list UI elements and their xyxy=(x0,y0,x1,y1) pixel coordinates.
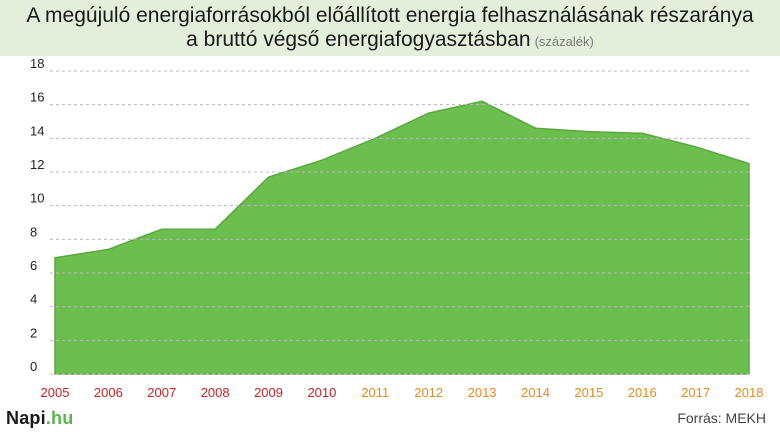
data-point-2013 xyxy=(481,100,483,102)
y-tick-label: 6 xyxy=(30,258,37,273)
data-point-2006 xyxy=(107,248,109,251)
y-tick-label: 8 xyxy=(30,224,37,239)
x-tick-label-2011: 2011 xyxy=(361,385,389,400)
source-note: Forrás: MEKH xyxy=(677,410,766,426)
y-tick-label: 18 xyxy=(30,56,44,71)
y-tick-label: 10 xyxy=(30,191,44,206)
logo-main: Napi xyxy=(6,408,46,428)
data-point-2007 xyxy=(161,228,163,230)
data-point-2009 xyxy=(267,176,270,178)
x-tick-label-2010: 2010 xyxy=(307,385,336,400)
area-series xyxy=(54,100,750,375)
x-tick-label-2017: 2017 xyxy=(681,385,710,400)
data-point-2016 xyxy=(641,132,643,134)
chart-header: A megújuló energiaforrásokból előállítot… xyxy=(0,0,780,56)
y-tick-label: 14 xyxy=(30,123,44,138)
chart-title-line2: a bruttó végső energiafogyasztásban (száz… xyxy=(0,28,780,54)
data-point-2014 xyxy=(534,127,537,129)
chart-title-line2-text: a bruttó végső energiafogyasztásban xyxy=(186,28,531,51)
data-point-2005 xyxy=(54,257,56,259)
x-tick-label-2009: 2009 xyxy=(254,385,283,400)
data-point-2018 xyxy=(748,162,750,165)
data-point-2015 xyxy=(588,131,590,133)
y-tick-label: 2 xyxy=(30,325,37,340)
data-point-2008 xyxy=(214,228,216,230)
area-chart: 0 2 4 6 8 10 12 14 16 18 2005 2006 2007 2008 2009 2010 2… xyxy=(30,56,764,400)
data-point-2012 xyxy=(428,112,430,114)
unit-label: (százalék) xyxy=(534,34,594,49)
x-tick-label-2018: 2018 xyxy=(735,385,764,400)
y-tick-label: 12 xyxy=(30,157,44,172)
data-point-2010 xyxy=(321,159,323,161)
y-tick-label: 0 xyxy=(30,359,37,374)
x-tick-label-2013: 2013 xyxy=(468,385,497,400)
data-point-2017 xyxy=(695,146,697,148)
x-tick-label-2008: 2008 xyxy=(201,385,230,400)
x-tick-label-2015: 2015 xyxy=(574,385,603,400)
data-point-2011 xyxy=(374,137,376,139)
y-tick-label: 16 xyxy=(30,90,44,105)
x-tick-label-2007: 2007 xyxy=(147,385,176,400)
x-tick-label-2012: 2012 xyxy=(414,385,443,400)
napi-logo: Napi.hu xyxy=(6,408,73,429)
y-tick-label: 4 xyxy=(30,292,37,307)
logo-tld: .hu xyxy=(45,408,74,428)
x-tick-label-2014: 2014 xyxy=(521,385,550,400)
x-tick-label-2006: 2006 xyxy=(94,385,123,400)
chart-title-line1: A megújuló energiaforrásokból előállítot… xyxy=(26,4,754,27)
x-tick-label-2016: 2016 xyxy=(628,385,657,400)
x-tick-label-2005: 2005 xyxy=(41,385,70,400)
